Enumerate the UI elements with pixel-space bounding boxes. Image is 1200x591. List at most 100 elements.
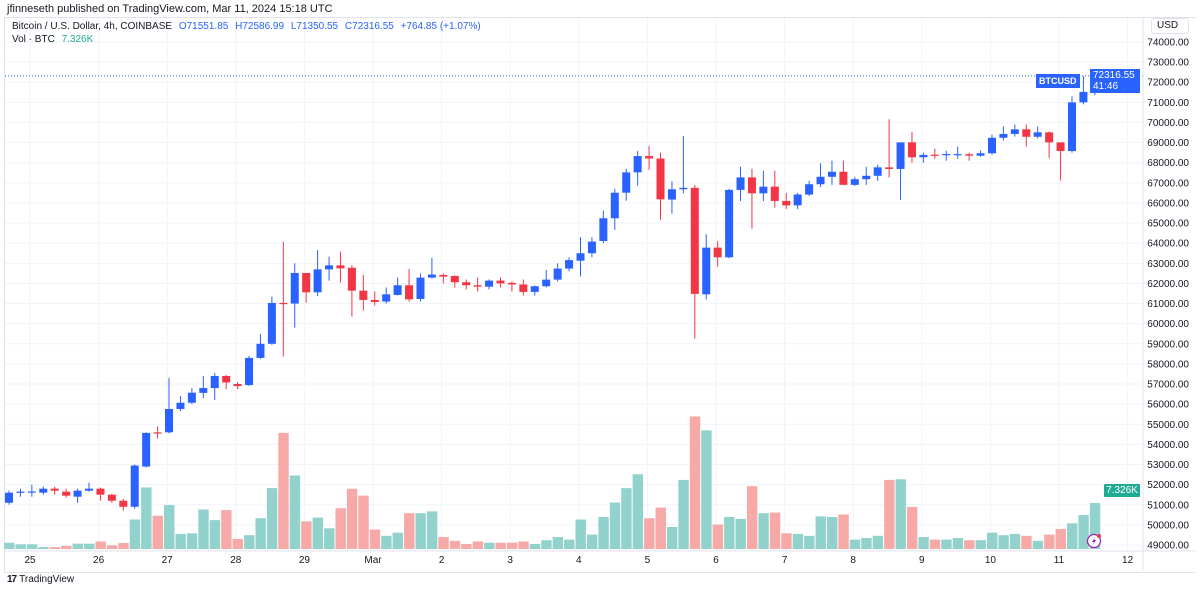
- price-axis-label: 53000.00: [1147, 460, 1189, 471]
- candle-body: [347, 267, 356, 291]
- price-axis-label: 51000.00: [1147, 500, 1189, 511]
- volume-bar: [1055, 528, 1066, 549]
- candle-body: [656, 158, 665, 200]
- candle-body: [256, 343, 265, 358]
- volume-bar: [575, 519, 586, 549]
- volume-bar: [872, 535, 884, 549]
- last-price-tag: 72316.55 41:46: [1090, 69, 1140, 93]
- candle-body: [679, 187, 688, 190]
- currency-button[interactable]: USD: [1151, 18, 1189, 34]
- candle-body: [245, 357, 254, 386]
- candle-body: [416, 277, 425, 299]
- candle-body: [1022, 129, 1031, 137]
- volume-bar: [884, 479, 895, 549]
- candle-body: [519, 284, 528, 292]
- volume-bar: [986, 532, 998, 549]
- price-axis-label: 57000.00: [1147, 380, 1189, 391]
- volume-bar: [792, 533, 804, 549]
- volume-bar: [495, 542, 506, 549]
- candle-body: [599, 218, 608, 241]
- volume-bar: [1009, 533, 1021, 549]
- volume-bar: [141, 487, 152, 549]
- publish-info: jfinneseth published on TradingView.com,…: [7, 3, 333, 15]
- candle-body: [930, 154, 939, 156]
- candle-body: [199, 388, 208, 393]
- symbol-title[interactable]: Bitcoin / U.S. Dollar, 4h, COINBASE: [12, 21, 173, 32]
- price-axis-label: 62000.00: [1147, 279, 1189, 290]
- price-axis-label: 64000.00: [1147, 239, 1189, 250]
- price-axis-label: 58000.00: [1147, 359, 1189, 370]
- volume-bar: [232, 538, 243, 549]
- candle-body: [382, 294, 391, 302]
- candle-body: [542, 279, 551, 287]
- volume-bar: [1078, 515, 1089, 549]
- volume-bar: [186, 533, 198, 549]
- lightning-icon[interactable]: [1086, 533, 1102, 549]
- candle-body: [5, 492, 13, 503]
- volume-bar: [826, 516, 838, 549]
- time-axis-label: 28: [230, 555, 242, 566]
- candle-body: [587, 241, 596, 254]
- candle-body: [816, 176, 825, 185]
- tradingview-logo[interactable]: 17 TradingView: [7, 574, 74, 585]
- price-axis-label: 73000.00: [1147, 58, 1189, 69]
- candle-body: [439, 274, 448, 277]
- volume-bar: [815, 516, 826, 549]
- candle-body: [999, 133, 1008, 138]
- volume-bar: [746, 486, 758, 549]
- time-axis-label: Mar: [364, 555, 382, 566]
- candle-body: [39, 488, 48, 493]
- candle-body: [782, 200, 791, 206]
- volume-bar: [118, 543, 129, 549]
- volume-bar: [609, 502, 621, 549]
- candle-body: [942, 154, 951, 156]
- low-value: L71350.55: [290, 21, 339, 32]
- volume-bar: [449, 540, 461, 549]
- candle-body: [1033, 132, 1042, 137]
- volume-bar: [552, 537, 564, 549]
- volume-bar: [644, 518, 655, 549]
- volume-bar: [301, 521, 312, 549]
- volume-bar: [49, 547, 61, 549]
- candle-body: [405, 285, 414, 300]
- volume-bar: [895, 479, 906, 549]
- grid: [5, 18, 1143, 551]
- candle-body: [770, 186, 779, 201]
- candle-body: [622, 172, 631, 193]
- candle-body: [713, 247, 722, 258]
- price-axis-label: 52000.00: [1147, 480, 1189, 491]
- change-value: +764.85 (+1.07%): [400, 21, 481, 32]
- candle-body: [690, 187, 699, 294]
- candle-body: [496, 280, 505, 284]
- candle-body: [313, 269, 322, 293]
- volume-bar: [244, 535, 255, 549]
- volume-bar: [392, 532, 404, 549]
- candle-body: [896, 142, 905, 169]
- candle-body: [987, 137, 996, 154]
- candle-body: [1010, 129, 1019, 134]
- candle-body: [1079, 91, 1088, 103]
- volume-bar: [701, 430, 712, 549]
- candle-body: [302, 272, 311, 293]
- logo-text: TradingView: [19, 574, 75, 585]
- price-axis-label: 56000.00: [1147, 400, 1189, 411]
- volume-bar: [689, 416, 701, 549]
- volume-bar: [678, 479, 689, 549]
- tv-logo-icon: 17: [7, 574, 17, 585]
- volume-bars: [4, 416, 1101, 549]
- time-axis-label: 2: [439, 555, 445, 566]
- candle-body: [965, 154, 974, 156]
- volume-bar: [975, 540, 986, 549]
- chart-frame: [4, 17, 1196, 573]
- volume-bar: [106, 545, 118, 549]
- candles: [5, 70, 1099, 511]
- volume-bar: [598, 516, 609, 549]
- volume-bar: [152, 515, 163, 549]
- volume-title[interactable]: Vol · BTC: [12, 34, 55, 45]
- candle-body: [222, 375, 231, 383]
- time-axis-label: 6: [713, 555, 719, 566]
- candle-body: [119, 500, 128, 507]
- volume-bar: [175, 533, 186, 549]
- symbol-price-tag: BTCUSD: [1036, 74, 1080, 88]
